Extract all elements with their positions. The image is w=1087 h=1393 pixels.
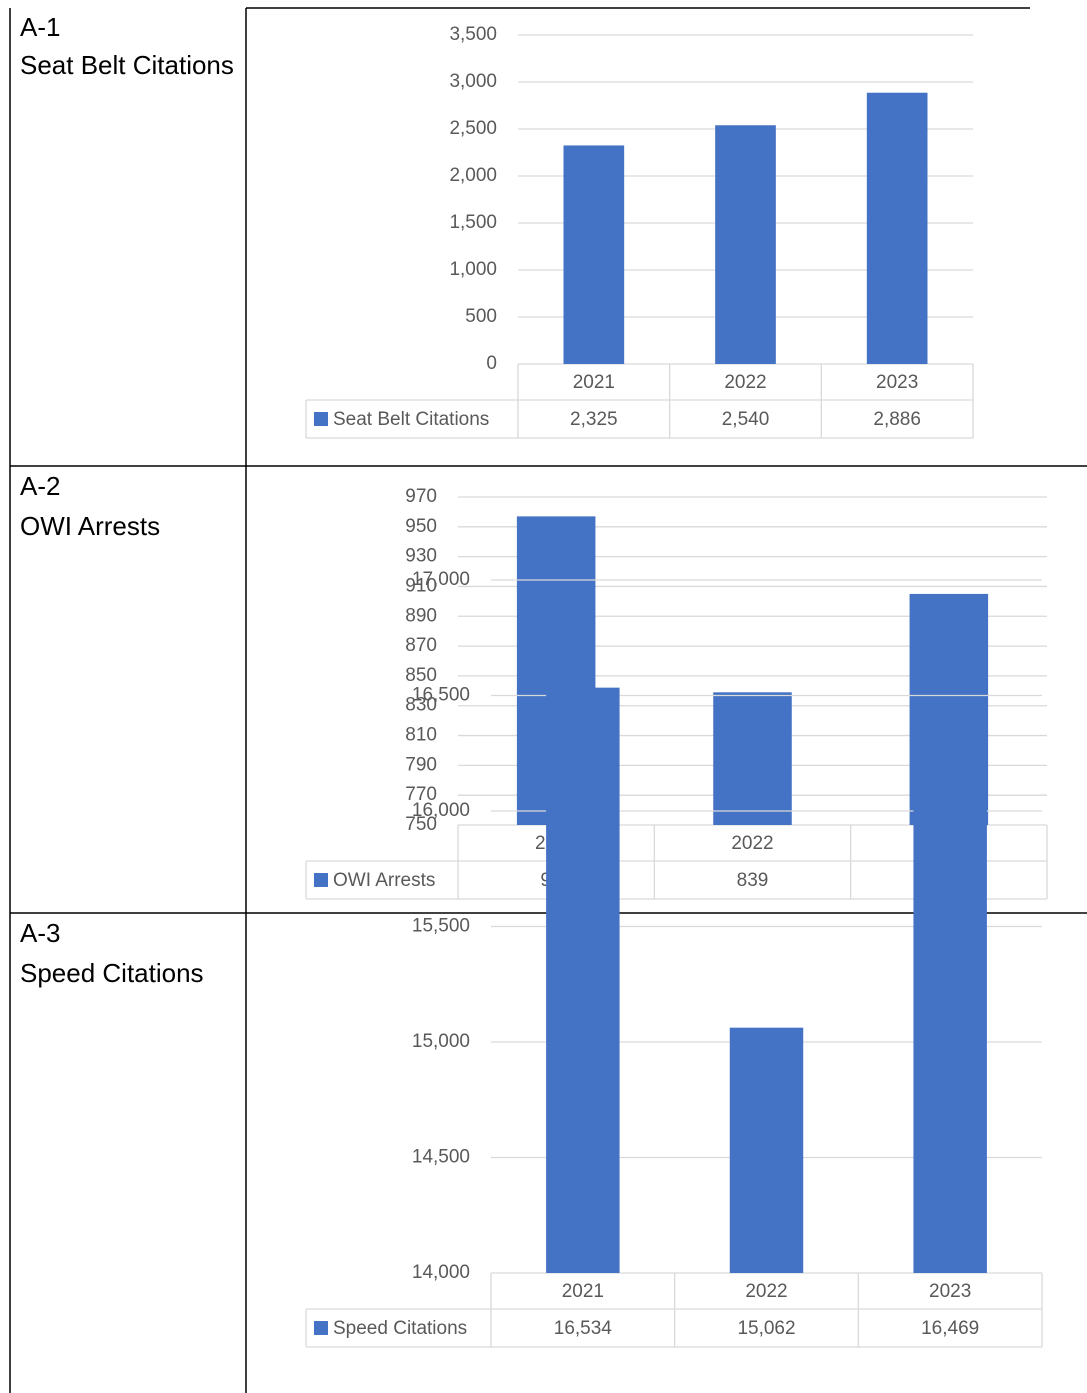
- x-tick-label: 2021: [562, 1281, 604, 1302]
- legend-label: Speed Citations: [333, 1318, 467, 1339]
- y-tick-label: 15,000: [412, 1031, 470, 1052]
- row-id: A-1: [20, 12, 61, 42]
- bar: [913, 702, 987, 1273]
- y-tick-label: 970: [405, 486, 437, 507]
- y-tick-label: 3,500: [449, 24, 497, 45]
- y-tick-label: 14,500: [412, 1147, 470, 1168]
- data-table-value: 2,325: [570, 409, 618, 430]
- data-table-value: 839: [737, 870, 769, 891]
- x-tick-label: 2023: [929, 1281, 971, 1302]
- x-tick-label: 2022: [745, 1281, 787, 1302]
- y-tick-label: 15,500: [412, 916, 470, 937]
- y-tick-label: 750: [405, 814, 437, 835]
- bar: [866, 92, 928, 364]
- y-tick-label: 950: [405, 516, 437, 537]
- row-id: A-2: [20, 471, 61, 501]
- x-tick-label: 2022: [731, 833, 773, 854]
- row-id: A-3: [20, 918, 61, 948]
- x-tick-label: 2021: [573, 372, 615, 393]
- data-table-value: 2,540: [722, 409, 770, 430]
- bar: [563, 145, 625, 364]
- y-tick-label: 1,000: [449, 259, 497, 280]
- y-tick-label: 16,500: [412, 685, 470, 706]
- y-tick-label: 810: [405, 725, 437, 746]
- y-tick-label: 850: [405, 665, 437, 686]
- y-tick-label: 890: [405, 605, 437, 626]
- y-tick-label: 17,000: [412, 569, 470, 590]
- legend-label: Seat Belt Citations: [333, 409, 489, 430]
- y-tick-label: 790: [405, 754, 437, 775]
- bar: [713, 692, 792, 825]
- y-tick-label: 830: [405, 695, 437, 716]
- data-table-value: 16,534: [554, 1318, 613, 1339]
- y-tick-label: 930: [405, 546, 437, 567]
- x-tick-label: 2023: [876, 372, 918, 393]
- y-tick-label: 3,000: [449, 71, 497, 92]
- y-tick-label: 16,000: [412, 800, 470, 821]
- y-tick-label: 0: [486, 353, 497, 374]
- y-tick-label: 2,500: [449, 118, 497, 139]
- bar: [715, 125, 776, 365]
- data-table-value: 15,062: [737, 1318, 795, 1339]
- y-tick-label: 770: [405, 784, 437, 805]
- row-label: OWI Arrests: [20, 511, 161, 541]
- y-tick-label: 910: [405, 575, 437, 596]
- y-tick-label: 1,500: [449, 212, 497, 233]
- y-tick-label: 870: [405, 635, 437, 656]
- legend-key: [314, 1321, 328, 1335]
- data-table-value: 2,886: [873, 409, 921, 430]
- bar: [729, 1027, 804, 1273]
- bar: [546, 687, 620, 1273]
- y-tick-label: 500: [465, 306, 497, 327]
- y-tick-label: 14,000: [412, 1262, 470, 1283]
- legend-key: [314, 412, 328, 426]
- x-tick-label: 2022: [724, 372, 766, 393]
- y-tick-label: 2,000: [449, 165, 497, 186]
- legend-key: [314, 873, 328, 887]
- data-table-value: 16,469: [921, 1318, 979, 1339]
- legend-label: OWI Arrests: [333, 870, 435, 891]
- row-label: Speed Citations: [20, 958, 204, 988]
- row-label: Seat Belt Citations: [20, 50, 234, 80]
